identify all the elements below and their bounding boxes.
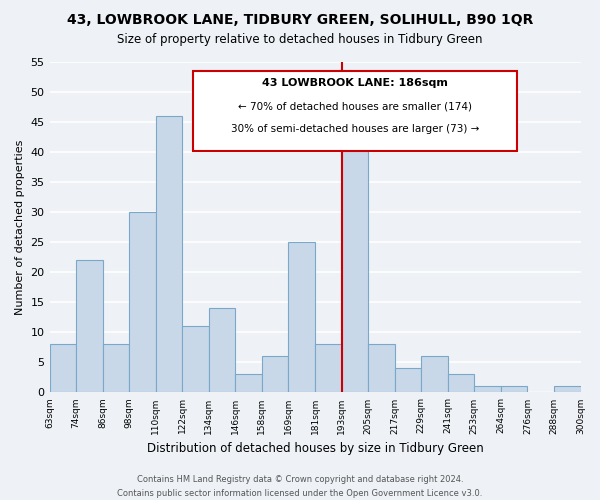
Bar (448, 374, 475, 392)
Bar (209, 308, 235, 392)
Bar (341, 146, 368, 392)
Text: ← 70% of detached houses are smaller (174): ← 70% of detached houses are smaller (17… (238, 101, 472, 111)
Bar (315, 344, 341, 393)
Text: 43, LOWBROOK LANE, TIDBURY GREEN, SOLIHULL, B90 1QR: 43, LOWBROOK LANE, TIDBURY GREEN, SOLIHU… (67, 12, 533, 26)
Bar (156, 116, 182, 392)
Bar (289, 242, 315, 392)
Bar (501, 386, 527, 392)
Bar (103, 344, 129, 393)
Bar (475, 386, 501, 392)
Bar (182, 326, 209, 392)
Bar (262, 356, 289, 392)
Text: Contains HM Land Registry data © Crown copyright and database right 2024.
Contai: Contains HM Land Registry data © Crown c… (118, 476, 482, 498)
Bar (368, 344, 395, 393)
Bar (50, 344, 76, 393)
FancyBboxPatch shape (193, 72, 517, 151)
Bar (554, 386, 581, 392)
Bar (129, 212, 156, 392)
Text: 30% of semi-detached houses are larger (73) →: 30% of semi-detached houses are larger (… (230, 124, 479, 134)
Text: Size of property relative to detached houses in Tidbury Green: Size of property relative to detached ho… (117, 32, 483, 46)
Bar (395, 368, 421, 392)
Y-axis label: Number of detached properties: Number of detached properties (15, 140, 25, 314)
X-axis label: Distribution of detached houses by size in Tidbury Green: Distribution of detached houses by size … (146, 442, 484, 455)
Bar (76, 260, 103, 392)
Bar (421, 356, 448, 392)
Text: 43 LOWBROOK LANE: 186sqm: 43 LOWBROOK LANE: 186sqm (262, 78, 448, 88)
Bar (235, 374, 262, 392)
